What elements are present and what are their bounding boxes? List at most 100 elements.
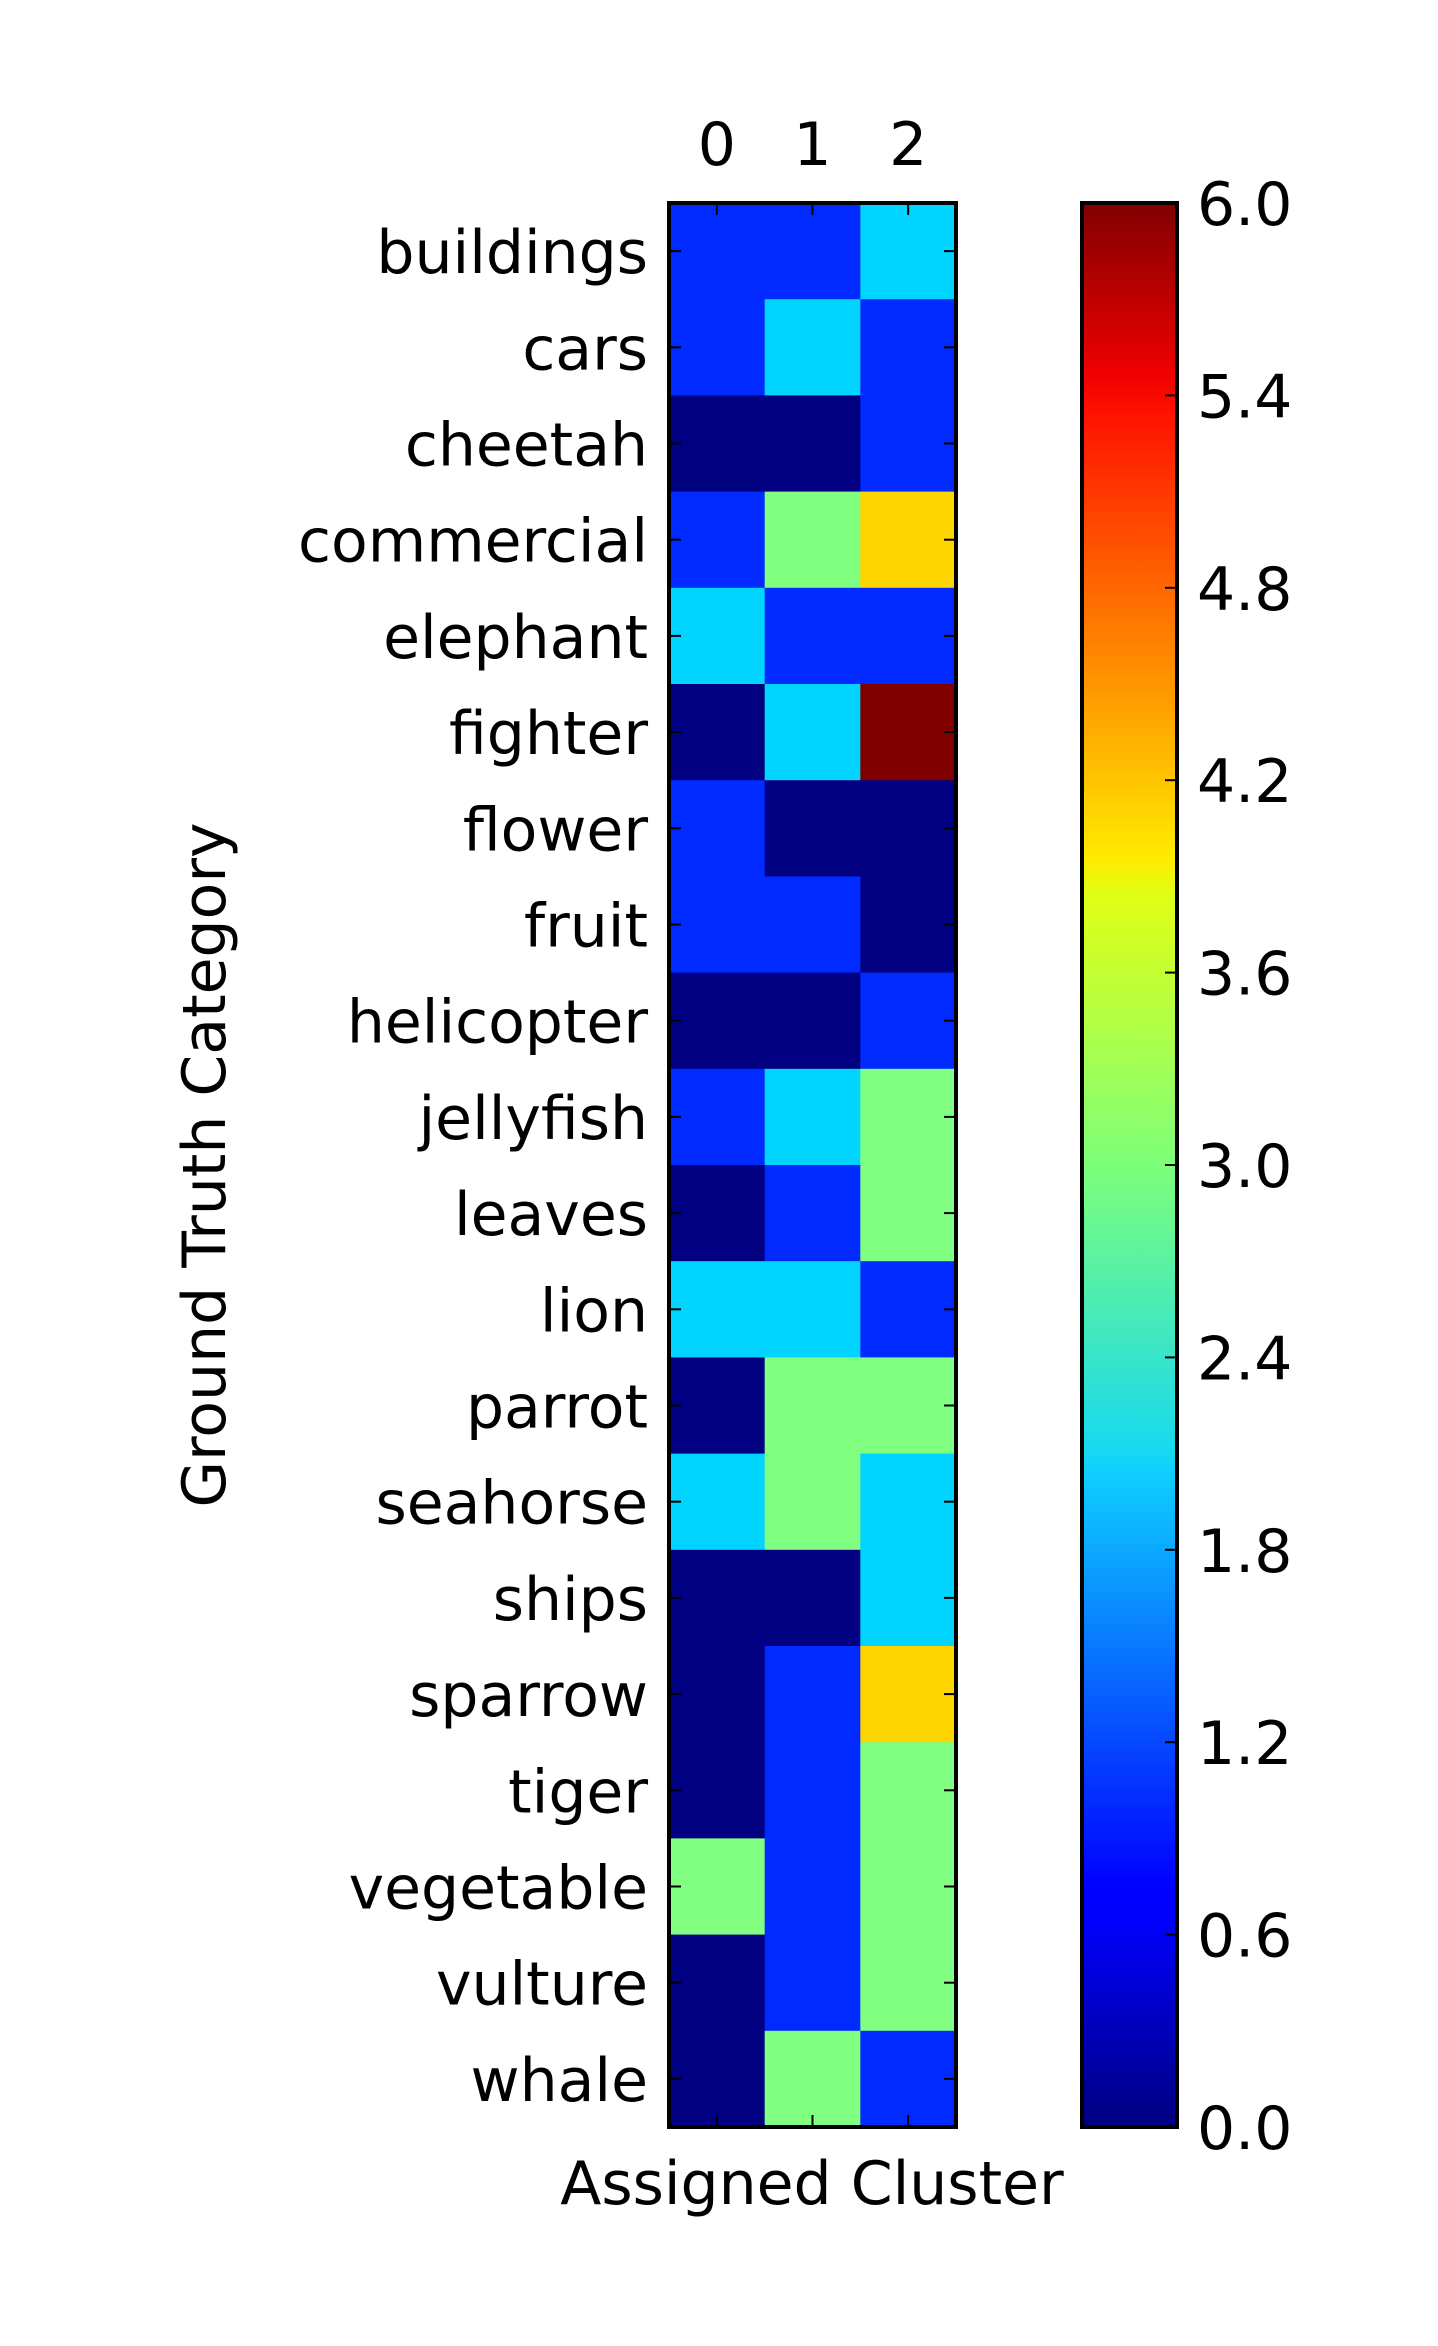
heatmap-cell — [669, 395, 766, 493]
heatmap-cell — [669, 1165, 766, 1262]
heatmap-cell — [764, 1549, 861, 1647]
x-tick-label: 0 — [698, 110, 736, 180]
heatmap-cell — [669, 299, 766, 396]
heatmap-cell — [669, 780, 766, 877]
colorbar-tick-marks — [1165, 202, 1177, 2128]
heatmap-cell — [764, 684, 861, 781]
heatmap-cell — [669, 491, 766, 589]
heatmap-cell — [669, 1742, 766, 1839]
colorbar-tick-label: 6.0 — [1197, 170, 1292, 240]
heatmap-cell — [860, 972, 957, 1070]
y-tick-label: vulture — [436, 1950, 648, 2020]
y-tick-label: fighter — [449, 699, 648, 769]
y-tick-label: whale — [471, 2046, 648, 2116]
y-tick-label: fruit — [524, 892, 648, 962]
heatmap-cells — [669, 203, 957, 2128]
y-tick-label: elephant — [383, 603, 648, 673]
heatmap-cell — [669, 1068, 766, 1166]
colorbar-tick-label: 0.6 — [1197, 1902, 1292, 1972]
heatmap-cell — [764, 1068, 861, 1166]
heatmap-cell — [860, 1453, 957, 1551]
y-tick-label: cars — [522, 314, 648, 384]
heatmap-cell — [860, 1549, 957, 1647]
y-tick-label: flower — [463, 795, 648, 865]
y-tick-label: buildings — [376, 218, 648, 288]
heatmap-cell — [860, 780, 957, 877]
heatmap-cell — [860, 1261, 957, 1358]
colorbar-tick-label: 0.0 — [1197, 2094, 1292, 2164]
heatmap-cell — [669, 1646, 766, 1743]
heatmap-cell — [669, 1261, 766, 1358]
heatmap-cell — [860, 1068, 957, 1166]
heatmap-cell — [764, 972, 861, 1070]
heatmap-cell — [669, 1453, 766, 1551]
y-tick-label: cheetah — [405, 411, 648, 481]
y-tick-label: sparrow — [409, 1661, 648, 1731]
y-tick-label: vegetable — [349, 1854, 648, 1924]
colorbar — [1082, 203, 1177, 2127]
heatmap-cell — [860, 1934, 957, 2032]
colorbar-tick-label: 4.2 — [1197, 747, 1292, 817]
heatmap-cell — [860, 587, 957, 685]
heatmap-cell — [764, 1165, 861, 1262]
y-tick-label: seahorse — [375, 1469, 648, 1539]
heatmap-cell — [764, 1742, 861, 1839]
heatmap-cell — [860, 203, 957, 300]
y-tick-marks — [669, 250, 956, 2080]
heatmap-cell — [669, 2030, 766, 2128]
heatmap-cell — [669, 684, 766, 781]
heatmap-cell — [669, 876, 766, 974]
heatmap-cell — [860, 395, 957, 493]
heatmap-cell — [764, 491, 861, 589]
y-tick-labels: buildings cars cheetah commercial elephant fi… — [298, 218, 648, 2116]
heatmap-cell — [764, 1357, 861, 1455]
heatmap-cell — [764, 2030, 861, 2128]
heatmap-cell — [669, 1934, 766, 2032]
colorbar-tick-label: 2.4 — [1197, 1324, 1292, 1394]
x-axis-label: Assigned Cluster — [560, 2149, 1064, 2219]
y-tick-label: jellyfish — [416, 1084, 648, 1154]
colorbar-tick-label: 3.6 — [1197, 940, 1292, 1010]
colorbar-tick-label: 3.0 — [1197, 1132, 1292, 1202]
y-tick-label: helicopter — [347, 988, 649, 1058]
heatmap-cell — [764, 876, 861, 974]
colorbar-tick-label: 5.4 — [1197, 362, 1292, 432]
colorbar-tick-label: 1.8 — [1197, 1517, 1292, 1587]
heatmap-cell — [764, 1453, 861, 1551]
heatmap-cell — [669, 587, 766, 685]
heatmap-cell — [764, 1838, 861, 1936]
heatmap-cell — [860, 1646, 957, 1743]
colorbar-tick-label: 4.8 — [1197, 555, 1292, 625]
y-tick-label: parrot — [466, 1373, 648, 1443]
heatmap-cell — [860, 684, 957, 781]
heatmap-cell — [669, 972, 766, 1070]
heatmap-cell — [764, 395, 861, 493]
heatmap-cell — [764, 299, 861, 396]
heatmap-cell — [860, 876, 957, 974]
heatmap-cell — [860, 1357, 957, 1455]
heatmap-cell — [764, 1646, 861, 1743]
y-axis-label: Ground Truth Category — [170, 823, 240, 1508]
y-tick-label: ships — [493, 1565, 648, 1635]
heatmap-cell — [860, 1165, 957, 1262]
heatmap-cell — [860, 299, 957, 396]
x-tick-marks — [715, 203, 910, 2127]
heatmap-cell — [860, 1838, 957, 1936]
heatmap-cell — [669, 1549, 766, 1647]
heatmap-cell — [764, 203, 861, 300]
heatmap-cell — [764, 1261, 861, 1358]
heatmap-cell — [860, 1742, 957, 1839]
heatmap-cell — [669, 1357, 766, 1455]
heatmap-cell — [764, 587, 861, 685]
x-tick-label: 2 — [889, 110, 927, 180]
colorbar-tick-label: 1.2 — [1197, 1709, 1292, 1779]
y-tick-label: leaves — [454, 1180, 648, 1250]
colorbar-tick-labels: 0.0 0.6 1.2 1.8 2.4 3.0 3.6 4.2 4.8 5.4 6.0 — [1197, 170, 1292, 2164]
y-tick-label: tiger — [508, 1757, 648, 1827]
heatmap-cell — [764, 780, 861, 877]
heatmap-cell — [860, 2030, 957, 2128]
heatmap-cell — [669, 1838, 766, 1936]
heatmap-cell — [764, 1934, 861, 2032]
